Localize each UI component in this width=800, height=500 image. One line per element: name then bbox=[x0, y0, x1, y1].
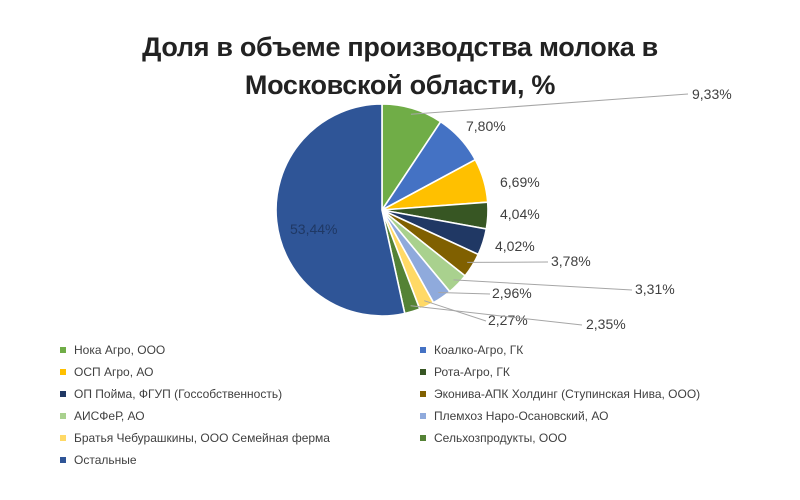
legend-label: Коалко-Агро, ГК bbox=[434, 343, 524, 357]
leader-line bbox=[410, 93, 689, 115]
legend-label: Сельхозпродукты, ООО bbox=[434, 431, 567, 445]
legend-label: Племхоз Наро-Осановский, АО bbox=[434, 409, 609, 423]
data-label: 4,02% bbox=[495, 238, 535, 254]
data-label: 6,69% bbox=[500, 174, 540, 190]
legend-label: Остальные bbox=[74, 453, 137, 467]
legend-swatch bbox=[420, 391, 426, 397]
data-label: 3,31% bbox=[635, 281, 675, 297]
legend-swatch bbox=[60, 457, 66, 463]
legend-label: Нока Агро, ООО bbox=[74, 343, 166, 357]
legend-item: ОСП Агро, АО bbox=[60, 361, 153, 383]
legend-item: Рота-Агро, ГК bbox=[420, 361, 510, 383]
data-label: 9,33% bbox=[692, 86, 732, 102]
pie-slice bbox=[275, 103, 406, 317]
chart-title: Доля в объеме производства молока в Моск… bbox=[142, 32, 658, 100]
legend-swatch bbox=[60, 391, 66, 397]
legend-label: ОП Пойма, ФГУП (Госсобственность) bbox=[74, 387, 283, 401]
legend-swatch bbox=[420, 435, 426, 441]
legend-swatch bbox=[420, 347, 426, 353]
legend-swatch bbox=[60, 369, 66, 375]
legend-label: ОСП Агро, АО bbox=[74, 365, 154, 379]
legend-item: Эконива-АПК Холдинг (Ступинская Нива, ОО… bbox=[420, 383, 700, 405]
legend-swatch bbox=[420, 369, 426, 375]
leader-line bbox=[438, 292, 491, 295]
legend-label: Эконива-АПК Холдинг (Ступинская Нива, ОО… bbox=[434, 387, 701, 401]
legend-item: Сельхозпродукты, ООО bbox=[420, 427, 567, 449]
data-label: 2,35% bbox=[586, 316, 626, 332]
legend-label: Братья Чебурашкины, ООО Семейная ферма bbox=[74, 431, 330, 445]
legend-swatch bbox=[60, 413, 66, 419]
legend-swatch bbox=[60, 347, 66, 353]
leader-line bbox=[410, 305, 583, 326]
legend-label: Рота-Агро, ГК bbox=[434, 365, 510, 379]
legend-item: Коалко-Агро, ГК bbox=[420, 339, 523, 361]
data-label: 4,04% bbox=[500, 206, 540, 222]
legend-swatch bbox=[60, 435, 66, 441]
data-label: 2,27% bbox=[488, 312, 528, 328]
pie-chart: 9,33% 7,80% 6,69% 4,04% 4,02% 3,78% 3,31% 2,96%… bbox=[275, 86, 732, 332]
legend-swatch bbox=[420, 413, 426, 419]
legend-item: Братья Чебурашкины, ООО Семейная ферма bbox=[60, 427, 330, 449]
data-label: 53,44% bbox=[290, 221, 337, 237]
legend-item: АИСФеР, АО bbox=[60, 405, 145, 427]
legend-item: Племхоз Наро-Осановский, АО bbox=[420, 405, 608, 427]
data-label: 7,80% bbox=[466, 118, 506, 134]
leader-line bbox=[453, 279, 633, 291]
data-label: 3,78% bbox=[551, 253, 591, 269]
legend-item: Нока Агро, ООО bbox=[60, 339, 165, 361]
legend-label: АИСФеР, АО bbox=[74, 409, 145, 423]
data-label: 2,96% bbox=[492, 285, 532, 301]
legend-item: Остальные bbox=[60, 449, 137, 471]
legend-item: ОП Пойма, ФГУП (Госсобственность) bbox=[60, 383, 282, 405]
